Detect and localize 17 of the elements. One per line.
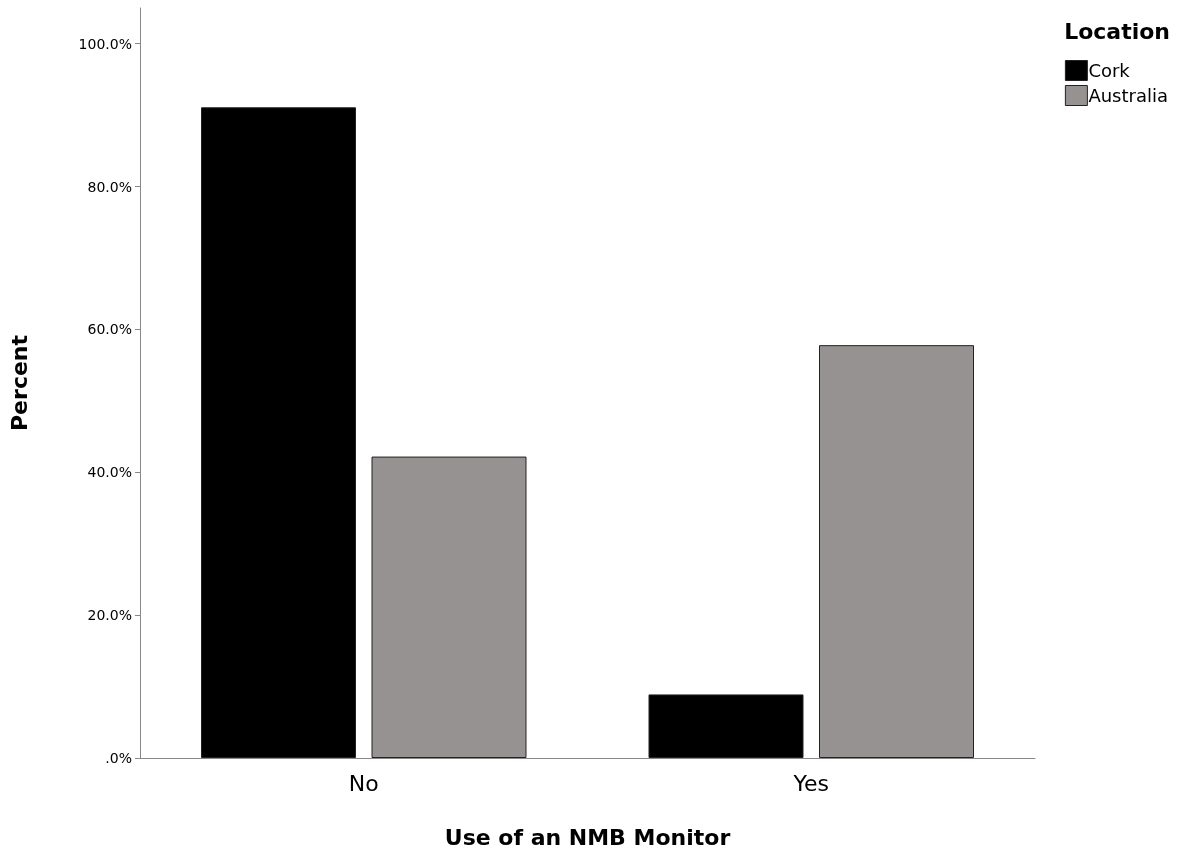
y-tick-label: 20.0% [87,607,132,624]
legend-label: Australia [1088,85,1168,106]
bar [819,345,974,758]
y-tick-label: 80.0% [87,178,132,195]
x-tick-label: No [348,770,379,796]
bar [201,107,356,758]
x-axis-title: Use of an NMB Monitor [444,824,731,850]
bar [371,456,527,758]
legend-label: Cork [1088,60,1131,81]
x-tick-label: Yes [792,770,830,796]
y-tick-label: 100.0% [78,35,132,52]
y-tick-label: .0% [105,750,132,766]
y-axis-title: Percent [6,334,32,432]
bar [648,694,804,758]
y-tick-label: 60.0% [87,321,132,338]
legend-title: Location [1064,18,1171,44]
y-tick-label: 40.0% [87,464,132,481]
